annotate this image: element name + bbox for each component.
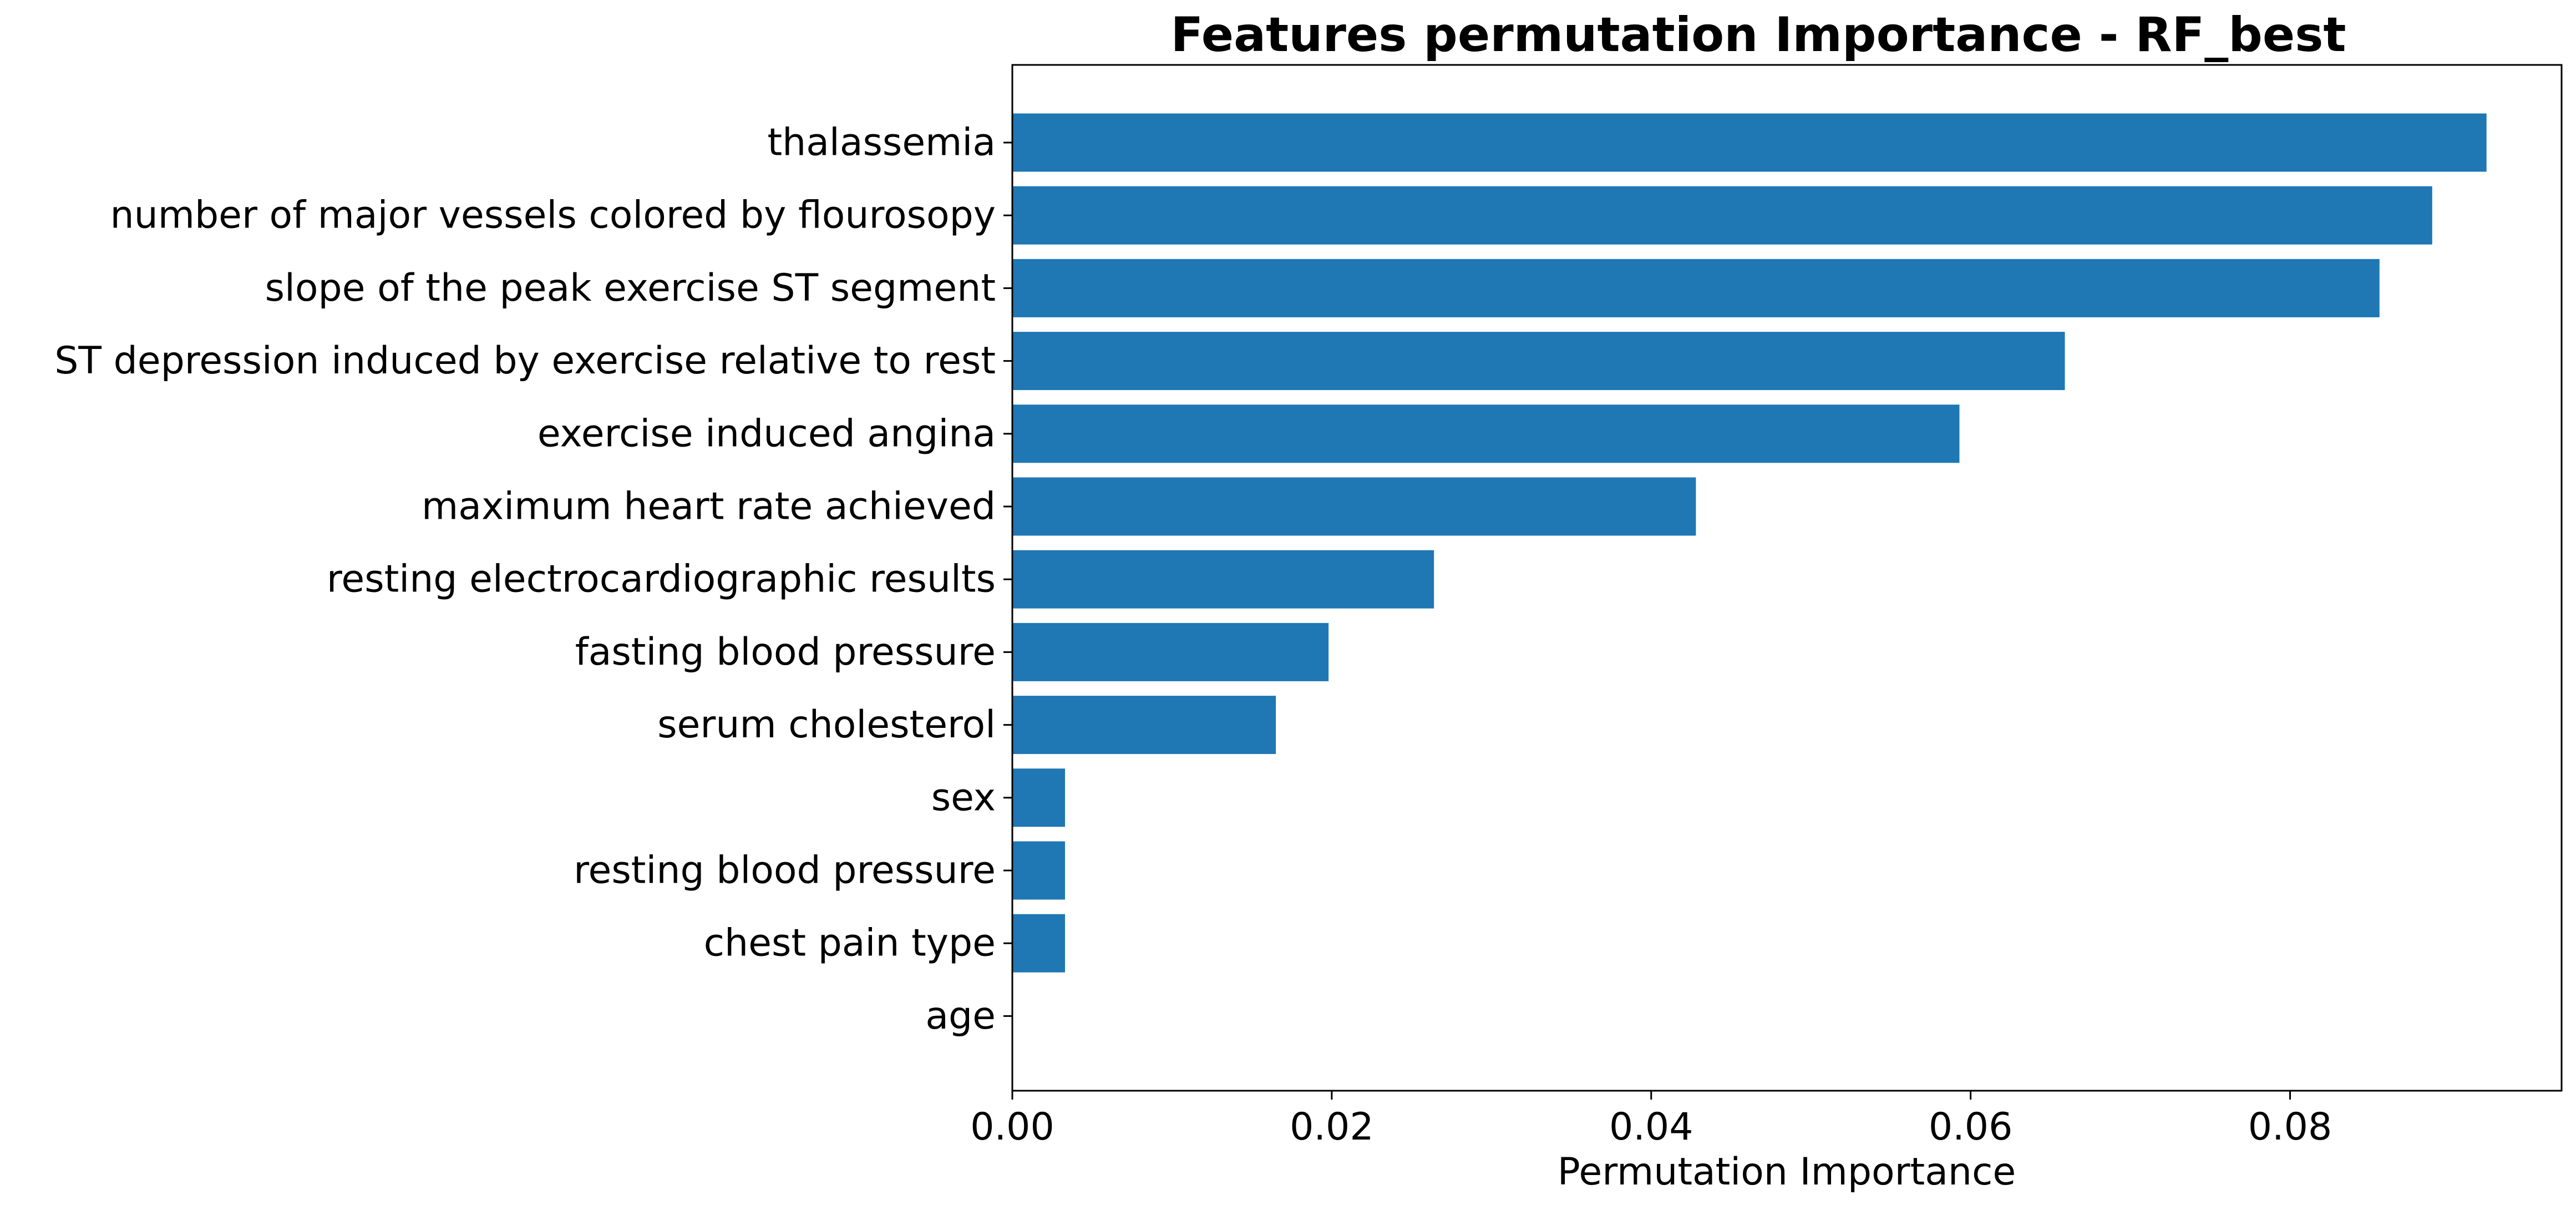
bar <box>1012 477 1696 536</box>
category-label: slope of the peak exercise ST segment <box>265 266 996 310</box>
category-label: resting blood pressure <box>574 849 996 893</box>
x-tick-label: 0.04 <box>1609 1105 1693 1149</box>
category-label: fasting blood pressure <box>575 630 996 674</box>
x-axis-ticks: 0.00 0.02 0.04 0.06 0.08 <box>970 1091 2332 1149</box>
category-label: age <box>925 994 996 1038</box>
category-label: sex <box>931 776 996 819</box>
x-tick-label: 0.08 <box>2248 1105 2332 1149</box>
plot-frame <box>1011 64 2563 1092</box>
bar <box>1012 332 2065 391</box>
category-label: number of major vessels colored by flour… <box>110 194 996 237</box>
x-tick-label: 0.02 <box>1290 1105 1373 1149</box>
x-tick-label: 0.00 <box>970 1105 1054 1149</box>
bar <box>1012 914 1066 973</box>
bar <box>1012 186 2432 245</box>
x-tick-label: 0.06 <box>1929 1105 2012 1149</box>
category-label: resting electrocardiographic results <box>327 558 996 601</box>
bar <box>1012 113 2487 172</box>
category-label: maximum heart rate achieved <box>422 485 996 529</box>
bar <box>1012 696 1276 755</box>
category-labels: thalassemia number of major vessels color… <box>54 121 1012 1038</box>
bar <box>1012 550 1434 609</box>
category-label: exercise induced angina <box>537 412 996 455</box>
category-label: chest pain type <box>704 922 996 965</box>
bar <box>1012 841 1066 900</box>
category-label: serum cholesterol <box>657 703 996 747</box>
bar <box>1012 404 1960 463</box>
bars <box>1012 113 2487 973</box>
x-axis-label: Permutation Importance <box>1558 1150 2016 1194</box>
bar <box>1012 768 1066 827</box>
category-label: thalassemia <box>768 121 996 165</box>
category-label: ST depression induced by exercise relati… <box>54 339 996 383</box>
chart-title: Features permutation Importance - RF_bes… <box>1170 7 2346 63</box>
bar <box>1012 622 1329 681</box>
bar <box>1012 259 2380 317</box>
